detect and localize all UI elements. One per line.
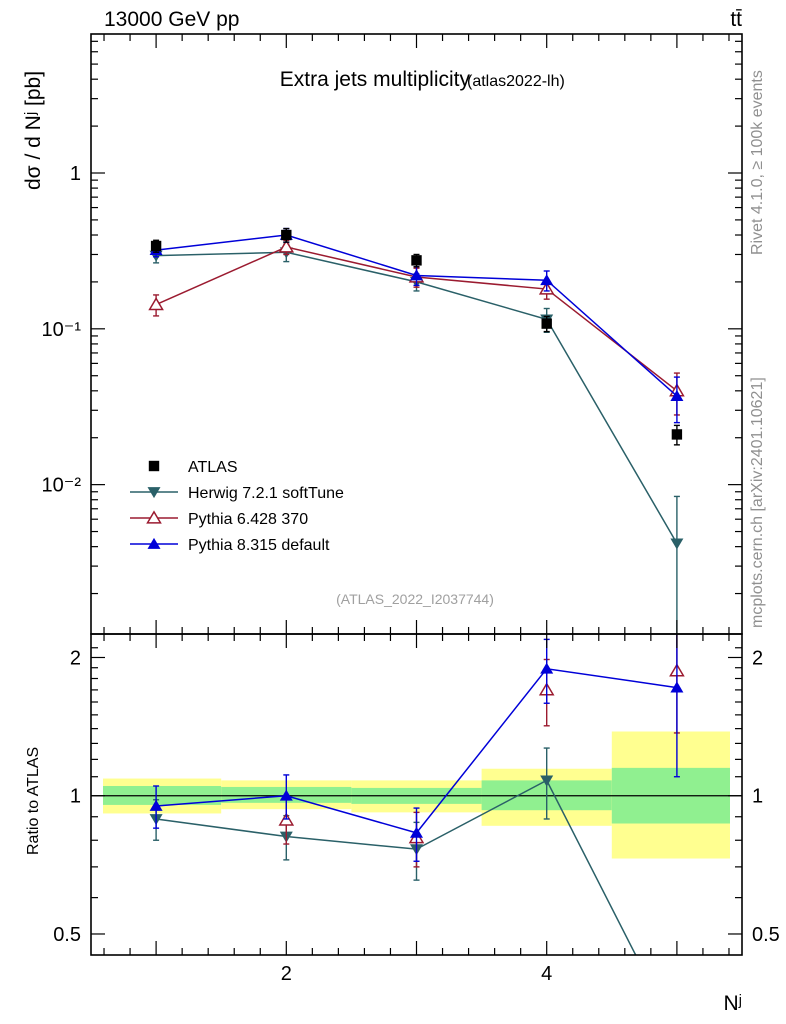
- legend-marker: [147, 537, 161, 549]
- ratio-data-point: [410, 826, 423, 838]
- ratio-data-point: [149, 799, 163, 811]
- x-tick-label: 4: [541, 963, 552, 985]
- legend-label: Herwig 7.2.1 softTune: [188, 485, 344, 502]
- legend-label: ATLAS: [188, 459, 238, 476]
- series-atlas: [150, 227, 683, 446]
- data-point: [671, 429, 683, 440]
- data-point: [411, 255, 422, 266]
- ratio-series-pythia-8-315-default: [149, 634, 684, 862]
- legend-marker: [148, 460, 160, 472]
- ratio-y-axis-label: Ratio to ATLAS: [25, 747, 42, 855]
- ratio-y-tick-label: 0.5: [53, 924, 81, 946]
- mcplots-reference-text: mcplots.cern.ch [arXiv:2401.10621]: [749, 377, 766, 628]
- main-y-tick-label: 10⁻¹: [42, 319, 82, 341]
- x-tick-label: 2: [281, 963, 292, 985]
- plot-title-tag: (atlas2022-lh): [467, 73, 565, 90]
- legend-label: Pythia 8.315 default: [188, 537, 330, 554]
- legend-item: Pythia 8.315 default: [130, 537, 330, 554]
- legend: ATLAS Herwig 7.2.1 softTune Pythia 6.428 3…: [130, 459, 344, 554]
- ratio-y-tick-label: 1: [70, 786, 81, 808]
- legend-marker: [147, 487, 161, 499]
- energy-label: 13000 GeV pp: [104, 8, 239, 31]
- ratio-data-point: [540, 662, 554, 674]
- data-point: [670, 389, 684, 401]
- ratio-data-point: [540, 775, 554, 787]
- main-y-axis-label: dσ / d Nʲ [pb]: [22, 71, 45, 190]
- ratio-y-tick-label-right: 0.5: [752, 924, 780, 946]
- legend-item: Herwig 7.2.1 softTune: [130, 485, 344, 502]
- data-point: [281, 229, 292, 241]
- process-label: tt̄: [730, 8, 742, 31]
- data-point: [541, 318, 552, 329]
- x-axis-label: Nʲ: [723, 992, 742, 1015]
- ratio-y-tick-label-right: 2: [752, 647, 763, 669]
- legend-marker: [146, 510, 162, 524]
- legend-item: ATLAS: [148, 459, 238, 476]
- rivet-version-text: Rivet 4.1.0, ≥ 100k events: [749, 70, 766, 255]
- data-point: [278, 239, 295, 253]
- ratio-data-point: [279, 789, 293, 801]
- legend-label: Pythia 6.428 370: [188, 511, 308, 528]
- legend-item: Pythia 6.428 370: [130, 510, 308, 528]
- data-point: [150, 240, 162, 252]
- analysis-id: (ATLAS_2022_I2037744): [336, 591, 494, 607]
- data-point: [148, 296, 164, 311]
- plot-title: Extra jets multiplicity: [280, 68, 471, 91]
- main-y-tick-label: 10⁻²: [42, 475, 82, 497]
- data-point: [670, 538, 684, 550]
- ratio-y-tick-label-right: 1: [752, 786, 763, 808]
- series-herwig-7-2-1-softtune: [149, 243, 684, 634]
- data-point: [410, 269, 423, 281]
- ratio-data-point: [670, 681, 684, 693]
- data-point: [540, 274, 554, 286]
- main-y-tick-label: 1: [70, 163, 81, 185]
- ratio-y-tick-label: 2: [70, 647, 81, 669]
